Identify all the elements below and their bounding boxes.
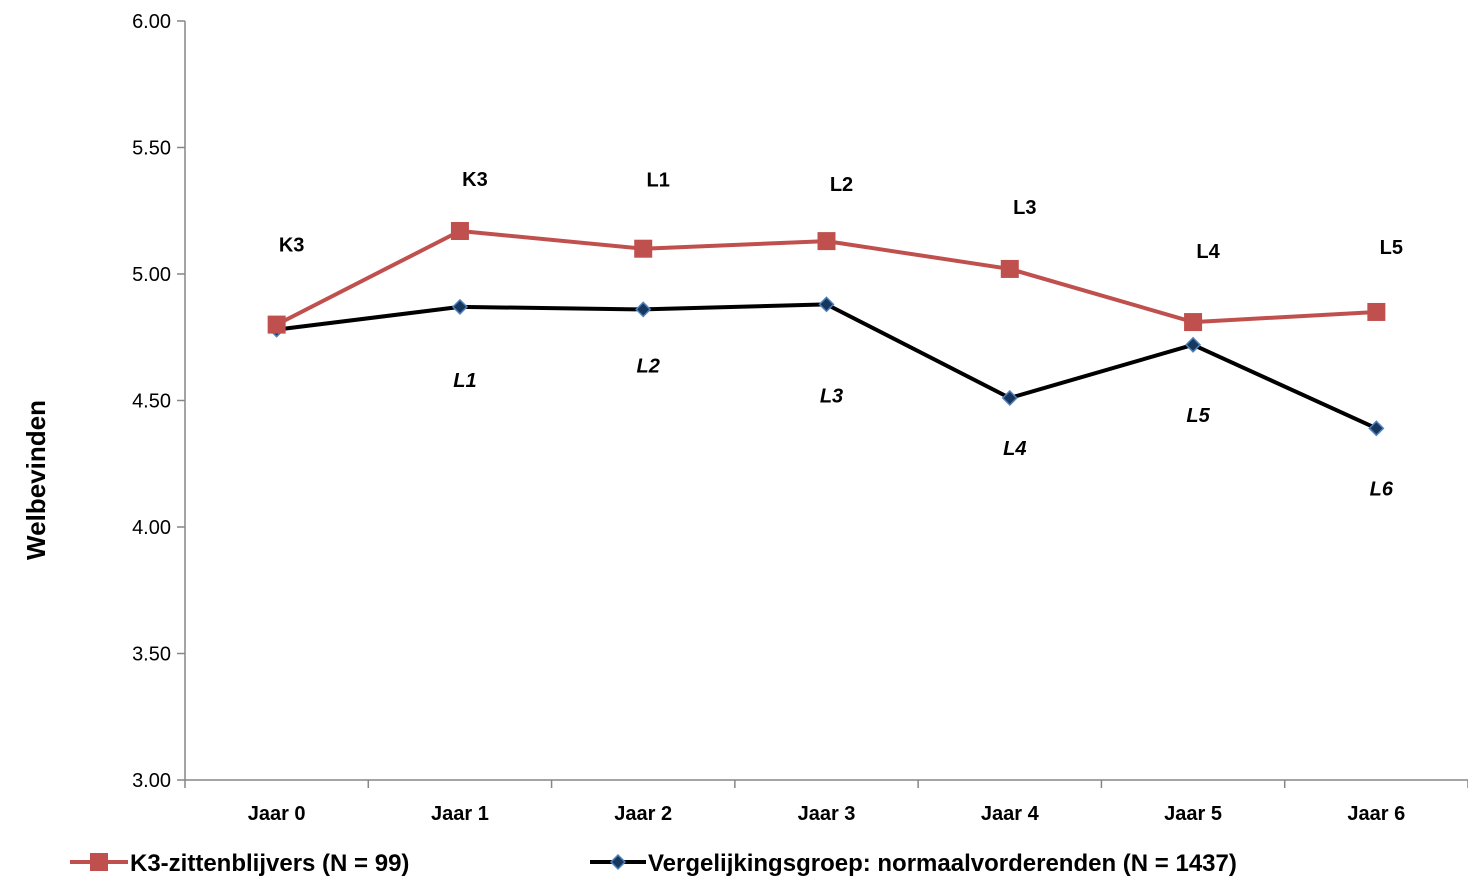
x-tick-label: Jaar 0 <box>248 803 306 825</box>
legend-item-k3: K3-zittenblijvers (N = 99) <box>70 850 409 877</box>
legend-marker-k3 <box>90 853 108 871</box>
data-point-vergelijkingsgroep <box>1368 420 1385 437</box>
annotation-k3: L1 <box>647 170 670 192</box>
data-point-k3 <box>267 315 286 334</box>
x-tick-label: Jaar 5 <box>1164 803 1222 825</box>
data-point-k3 <box>450 221 469 240</box>
data-point-k3 <box>1367 302 1386 321</box>
data-point-k3 <box>1000 259 1019 278</box>
annotation-vergelijkingsgroep: L1 <box>453 370 476 392</box>
annotation-k3: L2 <box>830 174 853 196</box>
annotation-k3: L3 <box>1013 197 1036 219</box>
data-point-k3 <box>817 232 836 251</box>
annotation-layer: K3 K3 L1 L2 L3 L4 L5 L1 L2 L3 L4 L5 L6 <box>279 169 1403 500</box>
legend-item-vergelijkingsgroep: Vergelijkingsgroep: normaalvorderenden (… <box>590 850 1237 877</box>
data-point-vergelijkingsgroep <box>451 298 468 315</box>
annotation-vergelijkingsgroep: L5 <box>1186 405 1210 427</box>
legend: K3-zittenblijvers (N = 99) Vergelijkings… <box>70 850 1237 877</box>
series-layer <box>267 221 1386 437</box>
y-tick-label: 4.50 <box>132 391 171 413</box>
legend-label-k3: K3-zittenblijvers (N = 99) <box>130 850 409 877</box>
annotation-k3: K3 <box>462 169 488 191</box>
y-tick-label: 5.00 <box>132 264 171 286</box>
legend-marker-vergelijkingsgroep <box>609 853 627 871</box>
y-tick-label: 3.00 <box>132 770 171 792</box>
x-tick-label: Jaar 2 <box>614 803 672 825</box>
y-tick-label: 3.50 <box>132 644 171 666</box>
data-point-k3 <box>634 239 653 258</box>
x-tick-label: Jaar 4 <box>981 803 1040 825</box>
annotation-vergelijkingsgroep: L4 <box>1003 438 1026 460</box>
annotation-vergelijkingsgroep: L6 <box>1370 478 1394 500</box>
annotation-vergelijkingsgroep: L2 <box>637 355 660 377</box>
data-point-vergelijkingsgroep <box>635 301 652 318</box>
data-point-k3 <box>1184 313 1203 332</box>
y-tick-label: 4.00 <box>132 517 171 539</box>
x-tick-label: Jaar 1 <box>431 803 489 825</box>
x-tick-label: Jaar 6 <box>1347 803 1405 825</box>
annotation-vergelijkingsgroep: L3 <box>820 385 843 407</box>
y-axis-label: Welbevinden <box>21 400 51 560</box>
data-point-vergelijkingsgroep <box>1001 389 1018 407</box>
legend-label-vergelijkingsgroep: Vergelijkingsgroep: normaalvorderenden (… <box>648 850 1237 877</box>
x-tick-label: Jaar 3 <box>798 803 856 825</box>
data-point-vergelijkingsgroep <box>1185 336 1202 353</box>
y-tick-label: 5.50 <box>132 138 171 160</box>
y-ticks: 3.00 3.50 4.00 4.50 5.00 5.50 6.00 <box>132 11 185 792</box>
annotation-k3: L4 <box>1196 241 1220 263</box>
annotation-k3: K3 <box>279 235 305 257</box>
annotation-k3: L5 <box>1380 237 1403 259</box>
x-ticks: Jaar 0 Jaar 1 Jaar 2 Jaar 3 Jaar 4 Jaar 5 Jaar… <box>184 780 1468 825</box>
y-tick-label: 6.00 <box>132 11 171 33</box>
data-point-vergelijkingsgroep <box>818 296 835 313</box>
